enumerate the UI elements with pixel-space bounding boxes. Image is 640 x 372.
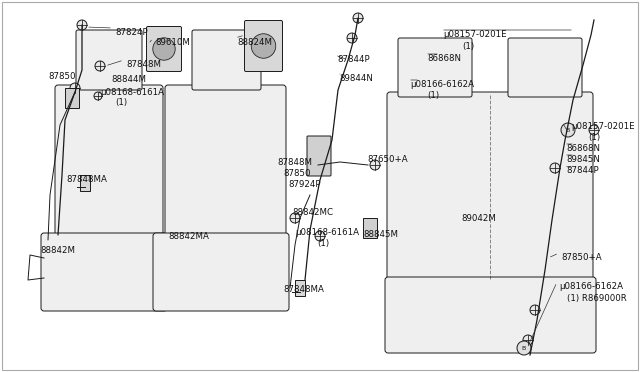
Text: 89610M: 89610M <box>155 38 190 47</box>
Circle shape <box>252 34 276 58</box>
Text: 89844N: 89844N <box>339 74 373 83</box>
Text: B: B <box>522 346 526 350</box>
Text: B: B <box>566 128 570 132</box>
Circle shape <box>517 341 531 355</box>
Circle shape <box>370 160 380 170</box>
Bar <box>363 218 377 238</box>
Text: (1): (1) <box>462 42 474 51</box>
Circle shape <box>561 123 575 137</box>
Circle shape <box>70 83 80 93</box>
Text: 89042M: 89042M <box>461 214 496 223</box>
FancyBboxPatch shape <box>41 233 167 311</box>
Text: 87924P: 87924P <box>288 180 321 189</box>
Text: 87850+A: 87850+A <box>561 253 602 262</box>
Text: 86868N: 86868N <box>566 144 600 153</box>
Text: (1): (1) <box>427 91 439 100</box>
FancyBboxPatch shape <box>76 30 142 90</box>
FancyBboxPatch shape <box>307 136 331 176</box>
Text: 88824M: 88824M <box>237 38 272 47</box>
Text: 88842MC: 88842MC <box>292 208 333 217</box>
Bar <box>80 175 90 191</box>
Text: 88842M: 88842M <box>40 246 75 255</box>
Text: 86868N: 86868N <box>427 54 461 63</box>
Text: µ08166-6162A: µ08166-6162A <box>559 282 623 291</box>
Text: 88842MA: 88842MA <box>168 232 209 241</box>
Circle shape <box>315 231 325 241</box>
Text: 87848M: 87848M <box>277 158 312 167</box>
Circle shape <box>589 125 599 135</box>
Text: (1) R869000R: (1) R869000R <box>567 294 627 303</box>
Circle shape <box>353 13 363 23</box>
Text: µ08157-0201E: µ08157-0201E <box>443 30 507 39</box>
Circle shape <box>523 335 533 345</box>
FancyBboxPatch shape <box>398 38 472 97</box>
Circle shape <box>550 163 560 173</box>
Circle shape <box>347 33 357 43</box>
Text: µ08157-0201E: µ08157-0201E <box>571 122 635 131</box>
Text: 87848M: 87848M <box>126 60 161 69</box>
Circle shape <box>530 305 540 315</box>
Text: µ08168-6161A: µ08168-6161A <box>295 228 359 237</box>
Text: 87848MA: 87848MA <box>283 285 324 294</box>
Circle shape <box>290 213 300 223</box>
FancyBboxPatch shape <box>165 85 286 239</box>
Text: 87650+A: 87650+A <box>367 155 408 164</box>
FancyBboxPatch shape <box>508 38 582 97</box>
Text: 87844P: 87844P <box>566 166 598 175</box>
Bar <box>295 280 305 296</box>
Bar <box>65 88 79 108</box>
Text: 87850: 87850 <box>48 72 76 81</box>
Circle shape <box>77 20 87 30</box>
Text: µ08166-6162A: µ08166-6162A <box>410 80 474 89</box>
Text: 87848MA: 87848MA <box>66 175 107 184</box>
Circle shape <box>153 38 175 60</box>
Circle shape <box>95 61 105 71</box>
Text: 87850: 87850 <box>283 169 310 178</box>
FancyBboxPatch shape <box>192 30 261 90</box>
FancyBboxPatch shape <box>385 277 596 353</box>
Text: µ08168-6161A: µ08168-6161A <box>100 88 164 97</box>
Text: 89845N: 89845N <box>566 155 600 164</box>
Circle shape <box>94 92 102 100</box>
FancyBboxPatch shape <box>147 26 182 71</box>
Text: (1): (1) <box>317 239 329 248</box>
Text: 87824P: 87824P <box>115 28 148 37</box>
FancyBboxPatch shape <box>55 85 163 239</box>
FancyBboxPatch shape <box>244 20 282 71</box>
FancyBboxPatch shape <box>387 92 593 283</box>
Text: 87844P: 87844P <box>337 55 370 64</box>
FancyBboxPatch shape <box>153 233 289 311</box>
Text: 88845M: 88845M <box>363 230 398 239</box>
Text: (1): (1) <box>115 98 127 107</box>
Text: (1): (1) <box>588 133 600 142</box>
Text: 88844M: 88844M <box>111 75 146 84</box>
